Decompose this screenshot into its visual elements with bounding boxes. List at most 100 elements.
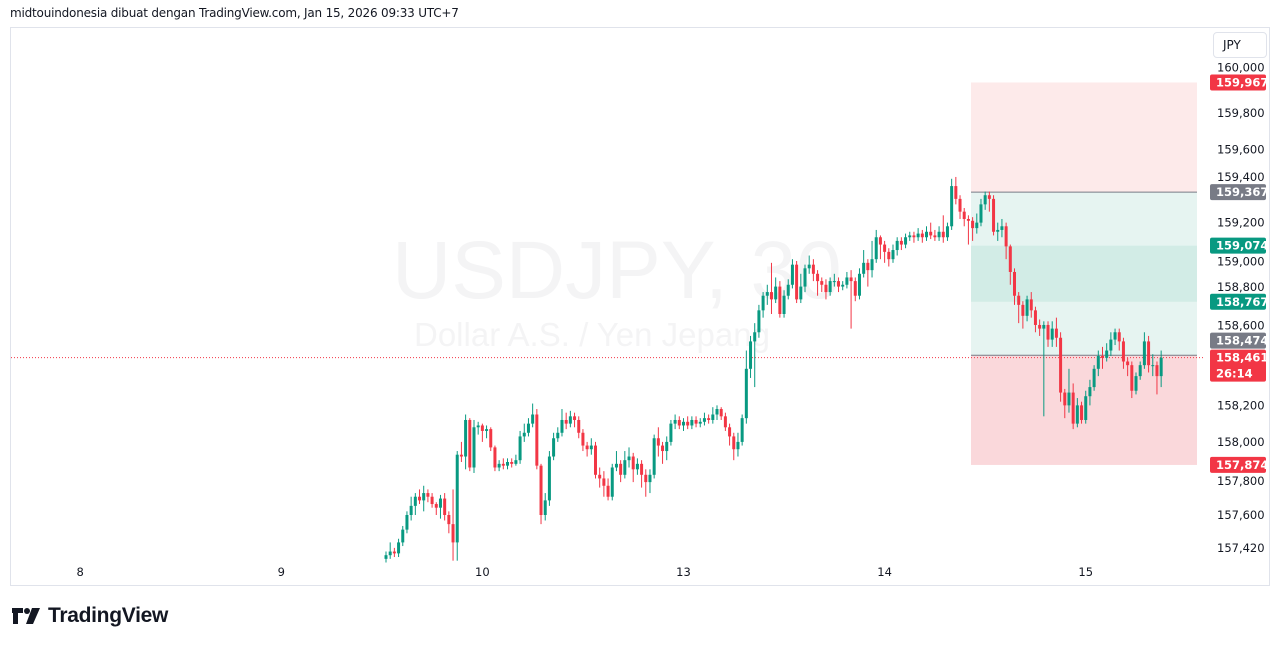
candle-body <box>774 286 778 300</box>
candle <box>1013 268 1016 305</box>
tradingview-logo[interactable]: TradingView <box>12 604 168 628</box>
candle <box>832 273 836 287</box>
candle-body <box>1033 310 1037 325</box>
candle-body <box>811 264 815 274</box>
candle <box>1121 337 1125 369</box>
price-label: 158,767 <box>1210 293 1268 310</box>
candle <box>434 502 438 515</box>
candle <box>480 423 484 442</box>
candle-body <box>883 244 887 252</box>
candle-body <box>992 198 996 232</box>
price-label-text: 158,767 <box>1216 295 1268 309</box>
candle-body <box>594 445 597 475</box>
price-tick-label: 160,000 <box>1217 60 1265 74</box>
price-tick-label: 159,800 <box>1217 106 1265 120</box>
candle-body <box>908 235 912 238</box>
time-tick-label: 13 <box>676 565 691 579</box>
candle <box>635 458 639 475</box>
time-axis[interactable]: 8 9 10 13 14 15 <box>76 565 1093 579</box>
candle-body <box>841 284 845 287</box>
candle-body <box>1075 405 1079 424</box>
candle <box>996 222 1000 241</box>
candle <box>581 429 585 452</box>
candle-body <box>782 295 786 314</box>
candle <box>1084 390 1088 424</box>
candle <box>602 471 606 497</box>
candle-body <box>975 222 979 229</box>
candle-body <box>1021 304 1025 316</box>
candle <box>644 469 648 497</box>
candle-body <box>455 454 459 543</box>
candle-body <box>694 419 698 424</box>
candle-body <box>547 456 551 501</box>
candle <box>1147 335 1151 373</box>
candle <box>677 416 681 430</box>
candle <box>987 191 991 212</box>
candle <box>816 270 820 296</box>
candle-body <box>1088 387 1092 397</box>
candle-body <box>1151 365 1155 367</box>
candle <box>573 412 577 428</box>
candle <box>661 441 665 464</box>
candle-body <box>577 419 581 433</box>
candle <box>560 409 564 437</box>
candle-body <box>619 463 623 475</box>
candle <box>694 416 698 428</box>
candle-body <box>1126 361 1130 366</box>
candle <box>799 273 803 304</box>
candle <box>585 441 589 457</box>
candle <box>531 403 535 428</box>
candle <box>828 277 832 296</box>
candle <box>1021 301 1025 329</box>
candle <box>841 281 845 291</box>
candle <box>526 418 530 437</box>
candle <box>690 416 694 430</box>
candle <box>866 259 870 287</box>
candle-body <box>434 504 438 508</box>
candle-body <box>1142 341 1146 366</box>
candle <box>1117 328 1121 351</box>
candle-body <box>485 429 489 431</box>
candle <box>514 454 518 466</box>
candle-body <box>1117 332 1121 342</box>
candle-body <box>1063 392 1067 406</box>
candle-body <box>1155 365 1159 377</box>
candle <box>438 494 442 519</box>
price-labels: 157,874 158,461 26:14 158,474 158,767 159,074… <box>1210 74 1268 473</box>
chart-pane[interactable] <box>10 27 1270 586</box>
candle <box>1096 350 1100 377</box>
tradingview-logo-icon <box>12 608 40 624</box>
candle-body <box>707 418 711 420</box>
candle-body <box>1092 368 1096 388</box>
price-label-text: 159,967 <box>1216 75 1268 89</box>
candle <box>803 264 807 293</box>
candle <box>594 441 597 479</box>
candle-body <box>1067 392 1071 406</box>
currency-button[interactable]: JPY <box>1213 32 1267 58</box>
candle-body <box>459 454 463 457</box>
candle-body <box>531 414 535 424</box>
chart-header: midtouindonesia dibuat dengan TradingVie… <box>10 6 459 20</box>
candle-body <box>925 231 929 238</box>
candle-body <box>539 465 543 515</box>
candle <box>539 463 543 525</box>
candle-body <box>971 220 975 229</box>
position-tool[interactable] <box>11 82 1205 465</box>
candle <box>820 277 824 293</box>
candle <box>598 467 602 488</box>
price-axis[interactable]: 160,000 159,800 159,600 159,400 159,200 159,0… <box>1217 60 1265 554</box>
candle <box>443 493 447 521</box>
candle-body <box>1042 324 1046 329</box>
candle <box>430 493 434 508</box>
candle <box>669 419 673 446</box>
candle-body <box>702 418 706 422</box>
candle <box>916 228 920 241</box>
price-label: 158,474 <box>1210 332 1268 349</box>
candle-body <box>661 445 665 452</box>
candle-body <box>438 498 442 508</box>
candle <box>401 525 405 547</box>
candle-body <box>1050 328 1054 340</box>
candle <box>1113 328 1117 346</box>
price-label-bg <box>1210 349 1266 382</box>
